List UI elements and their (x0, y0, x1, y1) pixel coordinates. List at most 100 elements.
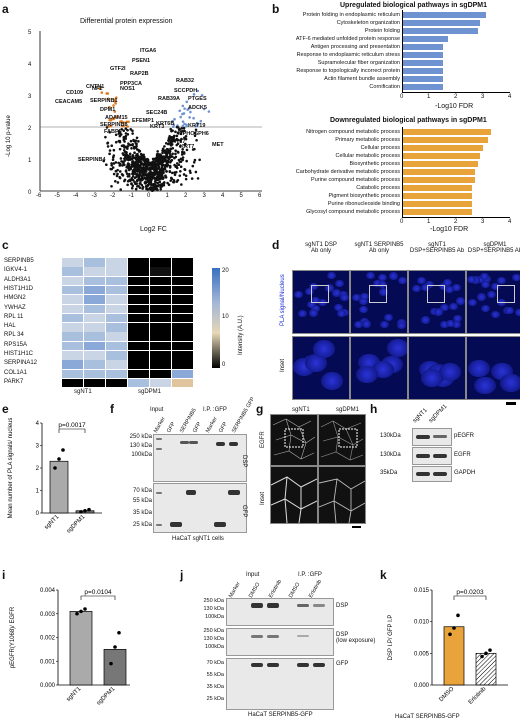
volcano-dot (133, 151, 136, 155)
heatmap-cell (150, 285, 171, 295)
down-bar (402, 201, 473, 207)
volcano-dot (108, 152, 111, 156)
volcano-dot (151, 173, 155, 176)
volcano-dot (161, 167, 164, 170)
data-point (484, 651, 488, 656)
heatmap-cell (172, 378, 193, 388)
nucleus (358, 297, 368, 305)
heatmap-cell (150, 313, 171, 323)
heatmap-cell (84, 276, 105, 286)
volcano-dot (98, 87, 102, 90)
volcano-dot (119, 133, 123, 136)
volcano-gene-labels: ITGA6 PSEN1 GTF2I RAP2B PPP3CA NF2 CNTN1 CD109 C… (0, 26, 270, 196)
heatmap-cell (106, 369, 127, 379)
volcano-dot (110, 144, 114, 148)
volcano-dot (178, 109, 182, 113)
volcano-dot (174, 149, 177, 152)
ytick: 0.010 (414, 620, 430, 626)
heatmap-cell (172, 369, 193, 379)
colorbar (212, 268, 220, 368)
down-term: Carbohydrate derivative metabolic proces… (295, 169, 400, 175)
volcano-dot (108, 118, 112, 122)
down-term: Cellular metabolic process (335, 153, 401, 159)
volcano-dot (146, 174, 149, 178)
volcano-dot (123, 179, 126, 183)
bar (475, 652, 497, 686)
nucleus (373, 280, 383, 288)
heatmap-gene: RPS15A (4, 341, 28, 348)
volcano-dot (116, 181, 120, 184)
volcano-dot (179, 115, 183, 119)
heatmap-gene: SERPINA12 (4, 360, 38, 367)
volcano-dot (117, 139, 121, 143)
f-lane-label: Marker (205, 416, 219, 434)
volcano-dot (105, 163, 108, 166)
y-axis-label: DSP I.P/ GFP I.P (388, 615, 394, 661)
volcano-dot (104, 135, 107, 139)
volcano-dot (183, 168, 187, 172)
volcano-dot (168, 170, 172, 174)
up-term: Antigen processing and presentation (310, 44, 400, 50)
nucleus (306, 300, 316, 309)
nucleus (504, 307, 514, 315)
down-bar (402, 145, 483, 151)
volcano-dot (135, 148, 139, 151)
f-gfp-label: GFP (241, 505, 247, 518)
up-pathways-title: Upregulated biological pathways in sgDPM… (340, 2, 488, 9)
volcano-ytick: 5 (28, 30, 32, 36)
j-lane-label: DMSO (288, 581, 302, 599)
volcano-dot (137, 140, 140, 143)
volcano-xtick: 3 (202, 193, 206, 199)
pla-count-chart: 0 1 2 3 4 sgNT1 sgDPM1 p=0.0017 Mean number of P… (8, 418, 102, 535)
volcano-dot (133, 180, 136, 184)
volcano-label-up: SEC24B (146, 110, 168, 116)
heatmap-cell (106, 267, 127, 276)
pegfr-blot (412, 428, 452, 446)
down-xaxis (402, 217, 510, 218)
ytick: 0.015 (414, 588, 430, 594)
heatmap-cell (62, 295, 83, 304)
volcano-dot (183, 129, 186, 133)
volcano-dot (189, 171, 192, 175)
volcano-dot (179, 169, 182, 173)
down-bar (402, 185, 473, 191)
g-row-egfr: EGFR (260, 431, 266, 448)
volcano-dot (152, 183, 156, 187)
volcano-dot (143, 167, 147, 170)
volcano-xtick: -1 (128, 193, 134, 199)
panel-letter-c: c (2, 238, 9, 252)
volcano-dot (181, 112, 184, 116)
volcano-dot (111, 155, 115, 159)
bar (49, 460, 69, 514)
data-point (83, 508, 87, 513)
volcano-dot (119, 157, 123, 160)
volcano-dot (144, 160, 148, 163)
volcano-dot (181, 156, 185, 159)
volcano-dot (181, 147, 185, 151)
nucleus (442, 278, 452, 286)
volcano-dot (178, 160, 182, 164)
volcano-dot (112, 148, 116, 152)
up-xaxis (402, 92, 510, 93)
volcano-dot (158, 180, 162, 184)
nucleus (512, 273, 520, 281)
down-bar (402, 169, 475, 175)
data-point (79, 510, 83, 514)
down-term: Primary metabolic process (335, 137, 400, 143)
up-bar (402, 44, 443, 50)
volcano-dot (166, 142, 170, 146)
j-mw-bottom: 35 kDa (206, 684, 224, 690)
volcano-label-down: KRT3 (150, 124, 165, 130)
heatmap: SERPINB5 IGKV4-1 ALDH3A1 HIST1H1D HMGN2 YWHAZ… (0, 255, 270, 395)
volcano-dot (107, 125, 111, 128)
heatmap-cell (128, 332, 149, 341)
volcano-dot (184, 174, 188, 178)
f-caption: HaCaT sgNT1 cells (172, 536, 224, 542)
volcano-dot (179, 139, 182, 143)
category-label: DMSO (438, 686, 455, 703)
f-ip-header: I.P. :GFP (203, 407, 227, 413)
volcano-dot (112, 172, 116, 176)
pla-row-label: PLA signal/Nucleus (280, 274, 286, 326)
volcano-dot (185, 100, 189, 104)
volcano-label-up: MET (212, 142, 224, 148)
